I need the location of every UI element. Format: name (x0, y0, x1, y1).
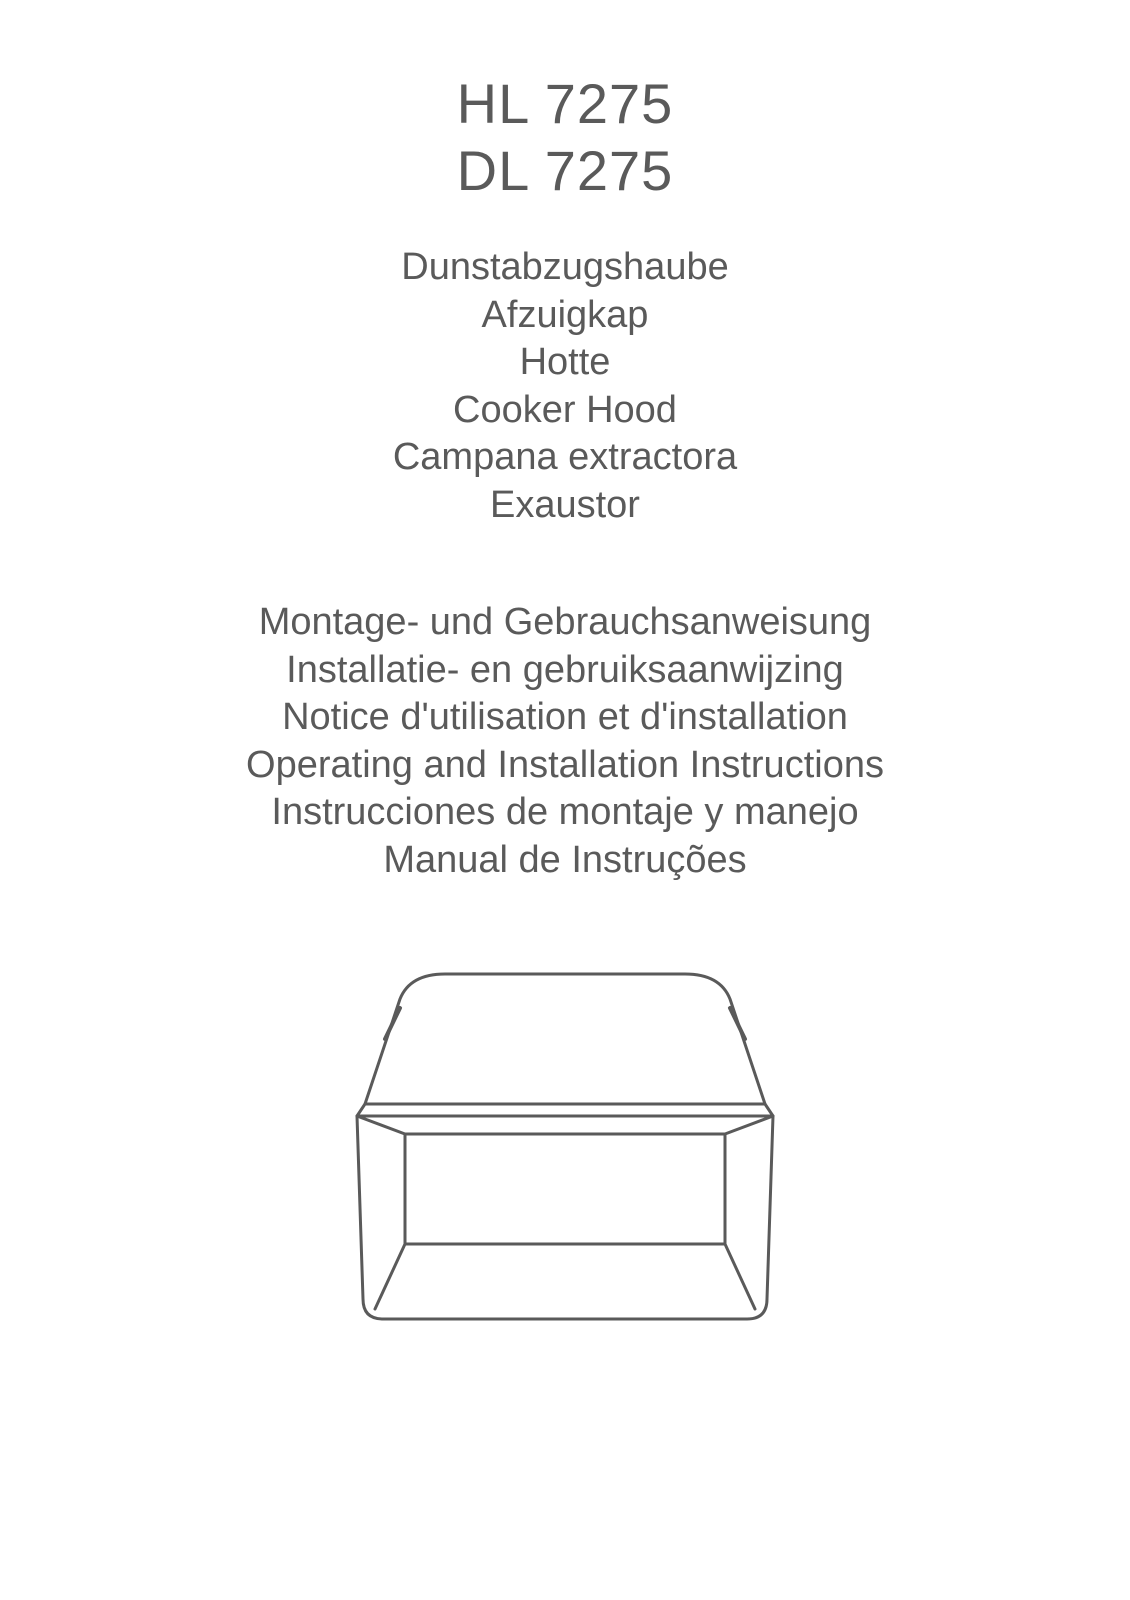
instructions-block: Montage- und Gebrauchsanweisung Installa… (246, 599, 884, 884)
instruction-es: Instrucciones de montaje y manejo (246, 789, 884, 837)
product-name-pt: Exaustor (393, 482, 737, 530)
product-name-de: Dunstabzugshaube (393, 244, 737, 292)
cooker-hood-diagram (335, 964, 795, 1334)
instruction-de: Montage- und Gebrauchsanweisung (246, 599, 884, 647)
instruction-nl: Installatie- en gebruiksaanwijzing (246, 647, 884, 695)
model-line-2: DL 7275 (457, 137, 674, 204)
product-names-block: Dunstabzugshaube Afzuigkap Hotte Cooker … (393, 244, 737, 529)
instruction-pt: Manual de Instruções (246, 837, 884, 885)
model-line-1: HL 7275 (457, 70, 674, 137)
product-name-fr: Hotte (393, 339, 737, 387)
product-name-en: Cooker Hood (393, 387, 737, 435)
model-numbers-block: HL 7275 DL 7275 (457, 70, 674, 204)
product-name-es: Campana extractora (393, 434, 737, 482)
product-name-nl: Afzuigkap (393, 292, 737, 340)
instruction-fr: Notice d'utilisation et d'installation (246, 694, 884, 742)
product-diagram-container (335, 964, 795, 1334)
instruction-en: Operating and Installation Instructions (246, 742, 884, 790)
